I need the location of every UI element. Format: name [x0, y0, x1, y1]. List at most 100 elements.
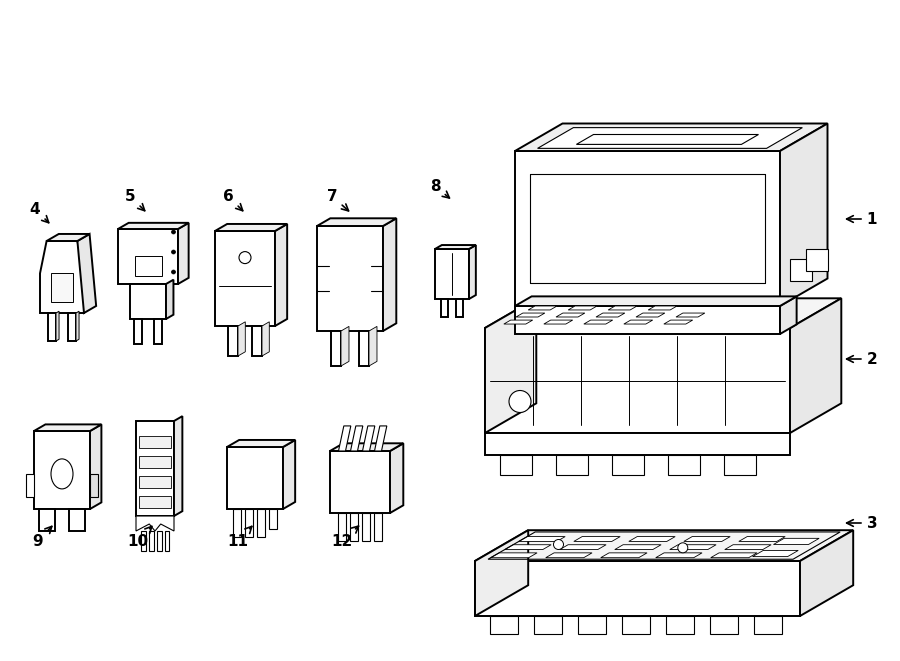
Text: 6: 6 [222, 188, 243, 211]
Polygon shape [157, 531, 161, 551]
Polygon shape [51, 274, 73, 302]
Polygon shape [374, 426, 387, 451]
Polygon shape [556, 313, 585, 317]
Polygon shape [516, 313, 544, 317]
Polygon shape [475, 530, 528, 616]
Polygon shape [350, 513, 358, 541]
Polygon shape [544, 320, 572, 324]
Polygon shape [165, 531, 169, 551]
Text: 2: 2 [847, 352, 878, 366]
Text: 9: 9 [32, 526, 52, 549]
Polygon shape [338, 513, 346, 541]
Polygon shape [469, 245, 476, 299]
Polygon shape [528, 306, 557, 310]
Polygon shape [228, 326, 238, 356]
Ellipse shape [172, 250, 176, 254]
Polygon shape [435, 245, 476, 249]
Polygon shape [39, 509, 55, 531]
Polygon shape [739, 537, 785, 541]
Polygon shape [612, 455, 644, 475]
Polygon shape [134, 319, 142, 344]
Polygon shape [227, 440, 295, 447]
Polygon shape [56, 311, 59, 341]
Polygon shape [118, 229, 178, 284]
Polygon shape [556, 455, 588, 475]
Polygon shape [504, 320, 533, 324]
Polygon shape [576, 134, 759, 144]
Polygon shape [537, 128, 803, 148]
Polygon shape [584, 320, 613, 324]
Polygon shape [724, 545, 771, 549]
Ellipse shape [554, 539, 563, 549]
Polygon shape [684, 537, 730, 541]
Polygon shape [622, 616, 650, 634]
Polygon shape [269, 509, 277, 529]
Polygon shape [238, 322, 246, 356]
Polygon shape [139, 476, 171, 488]
Polygon shape [648, 306, 677, 310]
Polygon shape [790, 298, 842, 433]
Polygon shape [257, 509, 265, 537]
Ellipse shape [239, 252, 251, 264]
Polygon shape [118, 223, 189, 229]
Polygon shape [515, 124, 827, 151]
Polygon shape [629, 537, 675, 541]
Polygon shape [34, 424, 102, 431]
Polygon shape [390, 444, 403, 513]
Polygon shape [485, 298, 842, 328]
Ellipse shape [172, 270, 176, 274]
Polygon shape [724, 455, 756, 475]
Polygon shape [608, 306, 637, 310]
Polygon shape [455, 299, 463, 317]
Polygon shape [69, 509, 85, 531]
Polygon shape [90, 424, 102, 509]
Polygon shape [574, 537, 620, 541]
Polygon shape [383, 218, 396, 331]
Polygon shape [252, 326, 262, 356]
Polygon shape [656, 553, 702, 558]
Polygon shape [154, 319, 162, 344]
Polygon shape [283, 440, 295, 509]
Polygon shape [40, 241, 84, 313]
Polygon shape [215, 231, 275, 326]
Text: 5: 5 [125, 188, 145, 211]
Polygon shape [490, 616, 518, 634]
Polygon shape [275, 224, 287, 326]
Text: 8: 8 [429, 178, 449, 198]
Text: 3: 3 [847, 516, 878, 531]
Polygon shape [578, 616, 606, 634]
Text: 1: 1 [847, 212, 878, 227]
Text: 7: 7 [327, 188, 348, 211]
Polygon shape [475, 561, 800, 616]
Text: 11: 11 [228, 526, 252, 549]
Ellipse shape [509, 391, 531, 412]
Polygon shape [676, 313, 705, 317]
Polygon shape [711, 553, 757, 558]
Polygon shape [245, 509, 253, 537]
Ellipse shape [678, 543, 688, 553]
Polygon shape [545, 553, 592, 558]
Polygon shape [636, 313, 665, 317]
Polygon shape [666, 616, 694, 634]
Polygon shape [47, 234, 90, 241]
Polygon shape [500, 455, 532, 475]
Polygon shape [166, 280, 174, 319]
Polygon shape [350, 426, 363, 451]
Polygon shape [518, 537, 565, 541]
Polygon shape [789, 258, 812, 280]
Polygon shape [515, 151, 780, 306]
Polygon shape [262, 322, 269, 356]
Polygon shape [505, 545, 551, 549]
Polygon shape [442, 299, 448, 317]
Polygon shape [68, 313, 76, 341]
Text: 10: 10 [128, 526, 152, 549]
Polygon shape [34, 431, 90, 509]
Polygon shape [140, 531, 146, 551]
Polygon shape [178, 223, 189, 284]
Polygon shape [780, 296, 796, 334]
Polygon shape [174, 416, 183, 516]
Polygon shape [475, 530, 853, 561]
Polygon shape [515, 296, 796, 306]
Polygon shape [615, 545, 662, 549]
Polygon shape [369, 327, 377, 366]
